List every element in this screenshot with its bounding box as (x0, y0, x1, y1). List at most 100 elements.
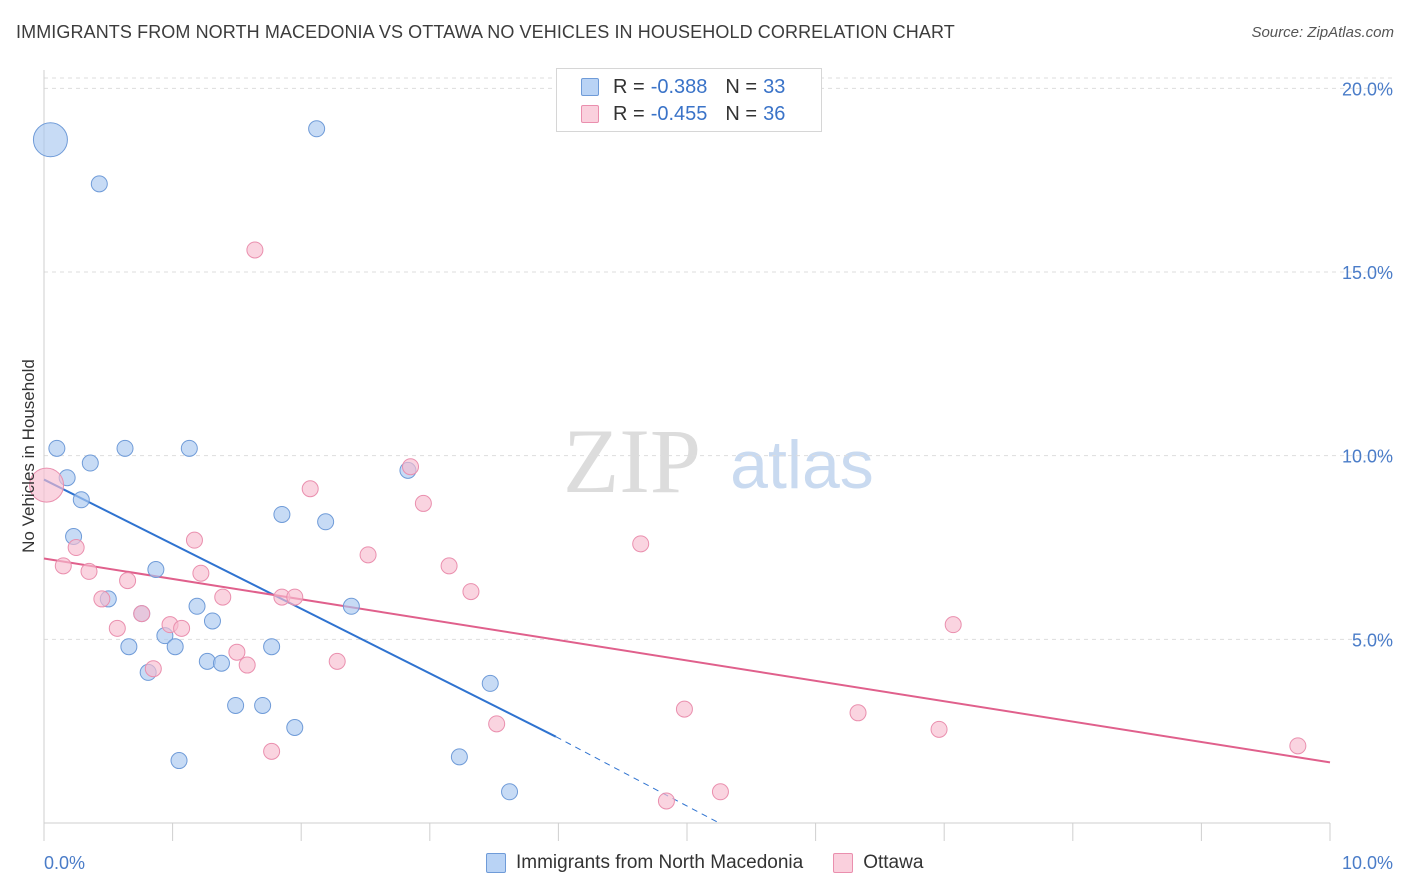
point-ottawa (238, 656, 256, 674)
point-immigrants (263, 638, 281, 656)
y-tick-label: 10.0% (1342, 447, 1393, 467)
series-legend-item-ottawa: Ottawa (833, 852, 923, 874)
point-ottawa (675, 700, 693, 718)
point-immigrants (120, 638, 138, 656)
point-immigrants (203, 612, 221, 630)
axis-layer (43, 70, 1331, 841)
point-immigrants (308, 120, 326, 138)
point-immigrants (501, 783, 519, 801)
correlation-legend: R = -0.388 N = 33 R = -0.455 N = 36 (556, 68, 822, 132)
y-tick-label: 5.0% (1352, 630, 1393, 650)
label-layer: 5.0% 10.0% 15.0% 20.0% 0.0% 10.0% No Vehicles … (19, 79, 1393, 873)
legend-r-label: R = (613, 102, 645, 125)
watermark-zip: ZIP (563, 410, 701, 512)
point-immigrants (48, 439, 66, 457)
point-ottawa (930, 720, 948, 738)
point-immigrants (317, 513, 335, 531)
point-ottawa (173, 619, 191, 637)
point-immigrants (90, 175, 108, 193)
point-ottawa (228, 643, 246, 661)
point-immigrants (81, 454, 99, 472)
point-ottawa (359, 546, 377, 564)
legend-row-series1: R = -0.388 N = 33 (581, 75, 785, 99)
point-ottawa (246, 241, 264, 259)
series-legend-label: Immigrants from North Macedonia (516, 852, 804, 873)
point-immigrants (188, 597, 206, 615)
trendline-ottawa (43, 557, 1331, 764)
point-immigrants (72, 491, 90, 509)
chart-title: IMMIGRANTS FROM NORTH MACEDONIA VS OTTAW… (16, 22, 955, 42)
y-tick-label: 15.0% (1342, 263, 1393, 283)
point-immigrants (170, 752, 188, 770)
point-ottawa (108, 619, 126, 637)
point-immigrants (227, 696, 245, 714)
point-ottawa (1289, 737, 1307, 755)
source-label: Source: ZipAtlas.com (1251, 24, 1394, 41)
legend-n-label: N = (725, 75, 758, 98)
point-ottawa (214, 588, 232, 606)
point-ottawa (849, 704, 867, 722)
point-immigrants (198, 652, 216, 670)
point-immigrants (342, 597, 360, 615)
point-ottawa (93, 590, 111, 608)
point-immigrants (481, 674, 499, 692)
point-ottawa (301, 480, 319, 498)
series-legend-label: Ottawa (863, 852, 924, 873)
trendline-immigrants (43, 478, 557, 738)
legend-n-value: 33 (763, 75, 786, 98)
point-ottawa (54, 557, 72, 575)
point-ottawa (286, 588, 304, 606)
point-ottawa (185, 531, 203, 549)
trend-layer (43, 478, 1331, 824)
point-ottawa (263, 742, 281, 760)
point-ottawa (462, 583, 480, 601)
point-ottawa (632, 535, 650, 553)
point-ottawa (414, 494, 432, 512)
point-immigrants (32, 122, 68, 158)
point-immigrants (166, 638, 184, 656)
legend-r-label: R = (613, 75, 645, 98)
legend-r-value: -0.388 (650, 75, 708, 98)
trendline-immigrants-extension (555, 736, 720, 824)
series-swatch-pink (833, 853, 854, 873)
point-ottawa (119, 572, 137, 590)
legend-n-value: 36 (763, 102, 786, 125)
x-tick-label: 0.0% (44, 853, 85, 873)
legend-n-label: N = (725, 102, 758, 125)
legend-swatch-pink (581, 105, 599, 123)
point-immigrants (254, 696, 272, 714)
point-ottawa (192, 564, 210, 582)
y-tick-label: 20.0% (1342, 79, 1393, 99)
point-ottawa (711, 783, 729, 801)
y-axis-title: No Vehicles in Household (19, 359, 38, 553)
series-legend-item-immigrants: Immigrants from North Macedonia (486, 852, 803, 874)
point-immigrants (147, 561, 165, 579)
point-ottawa (488, 715, 506, 733)
legend-swatch-blue (581, 78, 599, 96)
point-ottawa (80, 562, 98, 580)
point-immigrants (273, 505, 291, 523)
series-swatch-blue (486, 853, 506, 873)
watermark-atlas: atlas (730, 427, 874, 503)
legend-r-value: -0.455 (650, 102, 708, 125)
series-legend: Immigrants from North Macedonia Ottawa (486, 852, 953, 874)
points-layer (29, 120, 1307, 810)
point-ottawa (440, 557, 458, 575)
point-ottawa (328, 652, 346, 670)
point-ottawa (133, 605, 151, 623)
point-immigrants (116, 439, 134, 457)
grid-layer (44, 77, 1392, 640)
legend-row-series2: R = -0.455 N = 36 (581, 102, 785, 126)
point-ottawa (402, 458, 420, 476)
point-immigrants (286, 718, 304, 736)
point-ottawa (944, 616, 962, 634)
point-ottawa (144, 660, 162, 678)
point-immigrants (212, 654, 230, 672)
point-immigrants (180, 439, 198, 457)
point-immigrants (450, 748, 468, 766)
point-ottawa (67, 539, 85, 557)
point-ottawa (657, 792, 675, 810)
point-ottawa (29, 467, 65, 503)
x-tick-label: 10.0% (1342, 853, 1393, 873)
